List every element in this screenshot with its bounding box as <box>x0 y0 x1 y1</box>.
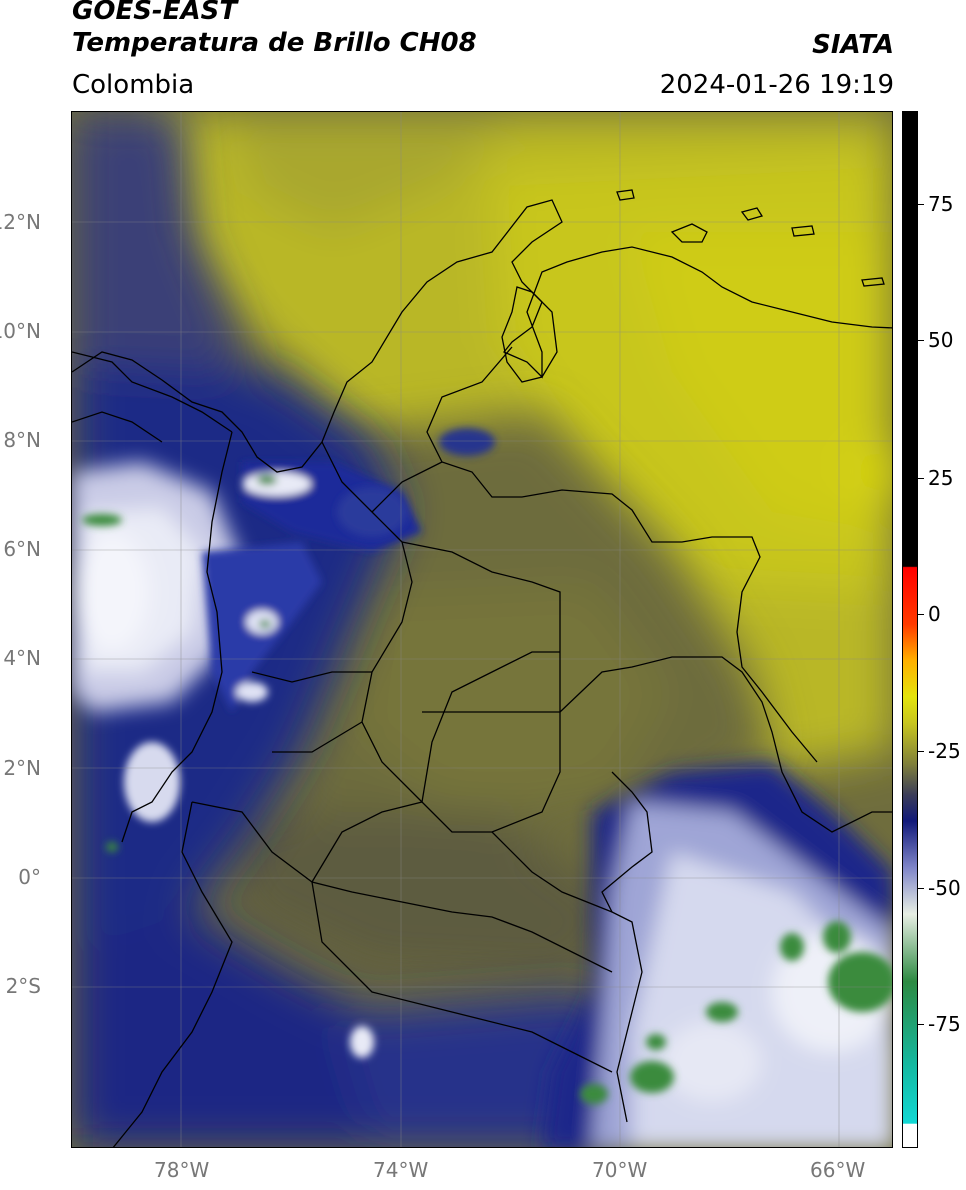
lat-label: 2°N <box>3 756 41 780</box>
colorbar-tick <box>918 478 924 479</box>
lat-label: 6°N <box>3 537 41 561</box>
colorbar-tick <box>918 1024 924 1025</box>
lat-label: 0° <box>18 865 41 889</box>
colorbar-label: 0 <box>928 602 941 626</box>
datetime-label: 2024-01-26 19:19 <box>659 70 894 100</box>
colorbar <box>902 111 918 1148</box>
colorbar-tick <box>918 888 924 889</box>
colorbar-tick <box>918 751 924 752</box>
lat-label: 12°N <box>0 210 41 234</box>
organization-label: SIATA <box>812 30 894 60</box>
cold-cloud-tops <box>350 921 892 1104</box>
map-panel <box>71 111 893 1148</box>
colorbar-label: -25 <box>928 739 961 763</box>
colorbar-label: 25 <box>928 466 954 490</box>
colorbar-label: -75 <box>928 1012 961 1036</box>
lat-label: 4°N <box>3 646 41 670</box>
colorbar-label: -50 <box>928 876 961 900</box>
lon-label: 70°W <box>592 1158 648 1182</box>
colorbar-tick <box>918 614 924 615</box>
variable-title: Temperatura de Brillo CH08 <box>72 28 477 58</box>
lon-label: 78°W <box>154 1158 210 1182</box>
brightness-temperature-map <box>72 112 892 1147</box>
satellite-title: GOES-EAST <box>72 0 238 26</box>
lon-label: 66°W <box>810 1158 866 1182</box>
colorbar-tick <box>918 340 924 341</box>
lon-label: 74°W <box>373 1158 429 1182</box>
lat-label: 2°S <box>5 974 41 998</box>
colorbar-label: 75 <box>928 192 954 216</box>
colorbar-label: 50 <box>928 328 954 352</box>
country-borders <box>72 189 892 1147</box>
lat-label: 8°N <box>3 428 41 452</box>
region-label: Colombia <box>72 70 195 100</box>
colorbar-tick <box>918 204 924 205</box>
lat-label: 10°N <box>0 319 41 343</box>
